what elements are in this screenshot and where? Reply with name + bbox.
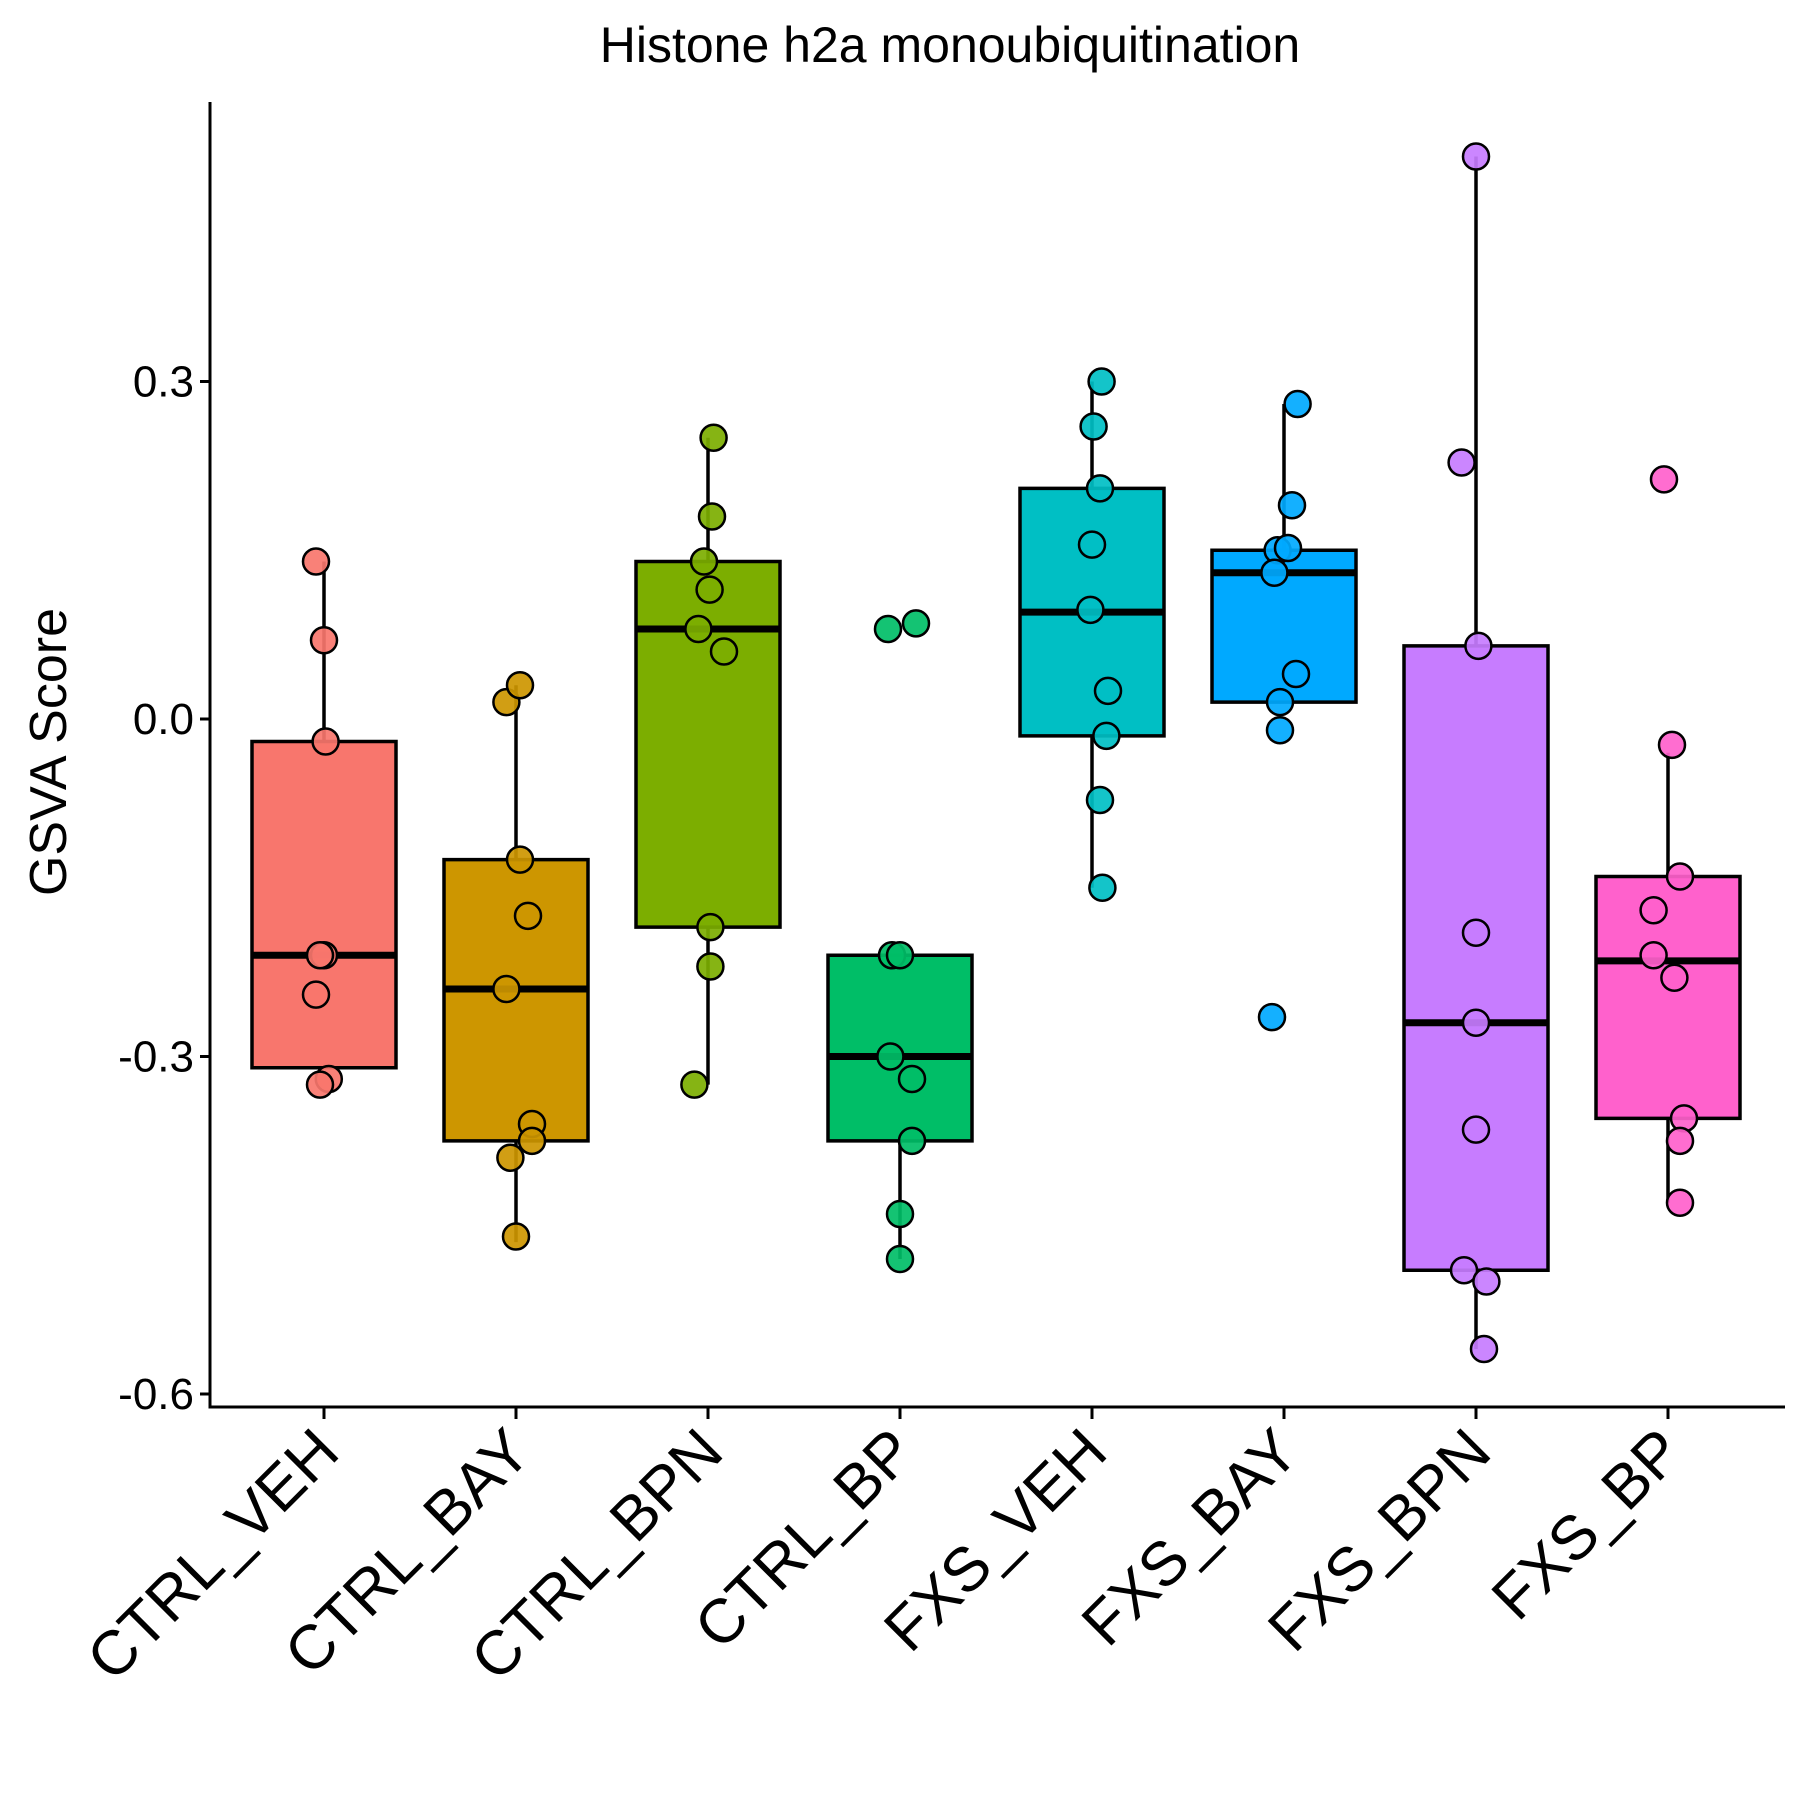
data-point — [1469, 1334, 1499, 1364]
data-point — [696, 952, 725, 981]
data-point — [1265, 716, 1295, 745]
data-point — [1665, 1188, 1695, 1217]
data-point — [1085, 474, 1115, 503]
y-axis-label: GSVA Score — [20, 608, 78, 896]
y-tick-label: -0.6 — [118, 1370, 194, 1419]
data-point — [1461, 1008, 1491, 1037]
data-point — [1665, 862, 1695, 891]
data-point — [309, 626, 339, 655]
data-point — [885, 1244, 915, 1274]
data-point — [505, 671, 535, 700]
data-point — [492, 974, 521, 1004]
data-point — [1660, 963, 1689, 992]
data-point — [873, 614, 903, 644]
data-point — [695, 575, 724, 604]
data-point — [1077, 530, 1107, 559]
data-point — [1639, 941, 1668, 970]
data-point — [1277, 491, 1307, 520]
data-point — [311, 727, 340, 756]
data-point — [1461, 918, 1491, 947]
data-point — [305, 941, 335, 970]
data-point — [897, 1064, 927, 1094]
data-point — [505, 845, 535, 874]
data-point — [709, 637, 739, 666]
data-point — [1257, 1002, 1287, 1032]
data-point — [680, 1070, 709, 1099]
box-ctrl-bp — [826, 953, 974, 1143]
data-point — [1079, 412, 1108, 441]
data-point — [517, 1126, 547, 1156]
data-point — [305, 1070, 335, 1099]
data-point — [885, 1199, 915, 1229]
box-ctrl-veh — [250, 739, 398, 1070]
data-point — [1665, 1126, 1695, 1156]
data-point — [1657, 730, 1687, 760]
points-layer — [301, 142, 1699, 1364]
box-fxs-bp — [1594, 874, 1742, 1121]
data-point — [697, 502, 727, 531]
data-point — [1265, 687, 1295, 717]
box-ctrl-bpn — [634, 559, 782, 929]
data-point — [1085, 785, 1115, 815]
data-point — [1281, 659, 1311, 689]
box-ctrl-bay — [442, 857, 590, 1143]
x-tick-label: FXS_BP — [1479, 1416, 1696, 1633]
chart-title: Histone h2a monoubiquitination — [600, 17, 1301, 73]
data-point — [301, 980, 331, 1009]
data-point — [901, 609, 931, 638]
data-point — [1093, 676, 1123, 706]
box-fxs-bpn — [1402, 644, 1550, 1272]
data-point — [1649, 465, 1679, 494]
data-point — [496, 1143, 525, 1172]
data-point — [1260, 558, 1289, 587]
data-point — [1639, 896, 1668, 925]
data-point — [513, 901, 543, 931]
data-point — [885, 941, 915, 970]
data-point — [1449, 1256, 1479, 1285]
data-point — [1076, 595, 1105, 625]
data-point — [1447, 448, 1476, 477]
data-point — [689, 547, 719, 576]
y-tick-label: 0.3 — [133, 358, 194, 407]
boxes-layer — [250, 156, 1742, 1349]
data-point — [1283, 389, 1312, 419]
data-point — [1087, 367, 1116, 396]
data-point — [1273, 533, 1303, 563]
data-point — [501, 1222, 531, 1251]
data-point — [301, 547, 331, 576]
data-point — [1461, 1115, 1491, 1144]
data-point — [699, 423, 728, 452]
data-point — [1461, 142, 1491, 171]
data-point — [696, 912, 725, 942]
y-tick-label: -0.3 — [118, 1033, 194, 1082]
data-point — [1088, 873, 1117, 902]
data-point — [1464, 631, 1493, 661]
data-point — [1472, 1267, 1501, 1296]
data-point — [684, 614, 713, 644]
data-point — [876, 1042, 905, 1071]
data-point — [897, 1126, 927, 1156]
data-point — [1092, 721, 1121, 751]
y-tick-label: 0.0 — [133, 695, 194, 744]
